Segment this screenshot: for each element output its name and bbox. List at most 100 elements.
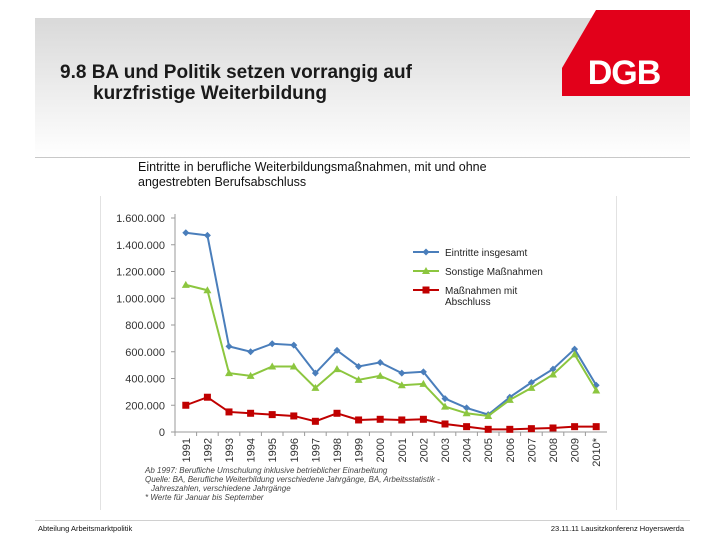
note-line-1: Ab 1997: Berufliche Umschulung inklusive… <box>145 466 388 475</box>
dgb-logo-shape <box>562 10 690 96</box>
data-point-maßnahmen-mit-abschluss <box>182 401 190 409</box>
data-point-maßnahmen-mit-abschluss <box>549 424 557 432</box>
data-point-maßnahmen-mit-abschluss <box>376 415 384 423</box>
data-point-sonstige-maßnahmen <box>549 370 557 378</box>
data-point-eintritte-insgesamt <box>247 348 255 356</box>
series-line-sonstige-maßnahmen <box>185 283 598 417</box>
y-tick-label: 1.000.000 <box>116 293 165 305</box>
chart-notes: Ab 1997: Berufliche Umschulung inklusive… <box>145 466 565 502</box>
data-point-sonstige-maßnahmen <box>419 379 428 387</box>
data-point-maßnahmen-mit-abschluss <box>290 412 298 420</box>
data-point-maßnahmen-mit-abschluss <box>463 423 471 431</box>
footer-event: 23.11.11 Lausitzkonferenz Hoyerswerda <box>550 524 684 533</box>
data-point-maßnahmen-mit-abschluss <box>247 409 255 417</box>
x-tick-label: 2006 <box>505 438 517 462</box>
data-point-eintritte-insgesamt <box>463 404 471 412</box>
footer-department: Abteilung Arbeitsmarktpolitik <box>38 524 133 533</box>
y-tick-label: 1.600.000 <box>116 213 165 225</box>
data-point-eintritte-insgesamt <box>376 358 384 366</box>
slide-title: 9.8 BA und Politik setzen vorrangig auf … <box>60 62 490 104</box>
footer-divider <box>35 520 690 521</box>
x-tick-label: 1993 <box>224 438 236 462</box>
data-point-sonstige-maßnahmen <box>592 386 601 394</box>
note-line-3: Jahreszahlen, verschiedene Jahrgänge <box>151 484 291 493</box>
x-tick-label: 2001 <box>397 438 409 462</box>
data-point-sonstige-maßnahmen <box>246 371 255 379</box>
data-point-maßnahmen-mit-abschluss <box>398 416 406 424</box>
data-point-sonstige-maßnahmen <box>397 381 406 389</box>
data-point-sonstige-maßnahmen <box>268 362 277 370</box>
x-tick-label: 1998 <box>332 438 344 462</box>
chart-frame: 0 200.000 400.000 600.000 800.000 1.000.000 1.… <box>100 196 617 510</box>
x-tick-label: 2009 <box>570 438 582 462</box>
legend-label-continued: Abschluss <box>445 297 491 308</box>
data-point-eintritte-insgesamt <box>225 342 233 350</box>
x-tick-label: 2007 <box>526 438 538 462</box>
data-point-eintritte-insgesamt <box>182 229 190 237</box>
y-tick-label: 1.200.000 <box>116 267 165 279</box>
data-point-sonstige-maßnahmen <box>289 362 298 370</box>
legend-swatch-marker <box>422 248 430 256</box>
data-point-maßnahmen-mit-abschluss <box>592 423 600 431</box>
x-tick-label: 1999 <box>354 438 366 462</box>
x-tick-label: 1991 <box>181 438 193 462</box>
chart-caption-rest: , mit und ohne angestrebten Berufsabschl… <box>138 160 487 189</box>
x-tick-label: 1995 <box>267 438 279 462</box>
data-point-eintritte-insgesamt <box>549 365 557 373</box>
data-point-sonstige-maßnahmen <box>225 369 233 377</box>
legend-label: Eintritte insgesamt <box>445 248 527 259</box>
x-tick-label: 2008 <box>548 438 560 462</box>
data-point-sonstige-maßnahmen <box>311 383 320 391</box>
data-point-maßnahmen-mit-abschluss <box>355 416 363 424</box>
chart-caption: Eintritte in berufliche Weiterbildungsma… <box>138 160 558 190</box>
y-tick-label: 800.000 <box>125 320 165 332</box>
data-point-sonstige-maßnahmen <box>462 409 471 417</box>
x-tick-label: 2010* <box>591 437 603 466</box>
legend-label: Sonstige Maßnahmen <box>445 267 543 278</box>
dgb-logo: DGB <box>562 10 690 96</box>
data-point-maßnahmen-mit-abschluss <box>527 425 535 433</box>
y-tick-label: 400.000 <box>125 374 165 386</box>
data-point-eintritte-insgesamt <box>419 368 427 376</box>
chart-caption-main: Eintritte in berufliche Weiterbildungsma… <box>138 160 408 174</box>
note-line-4: * Werte für Januar bis September <box>145 493 264 502</box>
x-tick-label: 2004 <box>462 438 474 462</box>
x-tick-label: 1997 <box>310 438 322 462</box>
data-point-maßnahmen-mit-abschluss <box>333 409 341 417</box>
data-point-eintritte-insgesamt <box>441 395 449 403</box>
data-point-maßnahmen-mit-abschluss <box>311 417 319 425</box>
slide-title-line-1: 9.8 BA und Politik setzen vorrangig auf <box>60 62 412 83</box>
data-point-sonstige-maßnahmen <box>354 375 363 383</box>
data-point-maßnahmen-mit-abschluss <box>484 425 492 433</box>
data-point-sonstige-maßnahmen <box>441 402 449 410</box>
data-point-eintritte-insgesamt <box>268 340 276 348</box>
x-tick-label: 2000 <box>375 438 387 462</box>
data-point-maßnahmen-mit-abschluss <box>441 420 449 428</box>
data-point-eintritte-insgesamt <box>527 379 535 387</box>
line-chart: 0 200.000 400.000 600.000 800.000 1.000.000 1.… <box>116 213 607 467</box>
data-point-eintritte-insgesamt <box>333 346 341 354</box>
data-point-eintritte-insgesamt <box>571 345 579 353</box>
data-point-sonstige-maßnahmen <box>376 371 385 379</box>
series-line-eintritte-insgesamt <box>185 231 598 416</box>
x-tick-label: 2002 <box>418 438 430 462</box>
series-line-maßnahmen-mit-abschluss <box>185 396 597 431</box>
x-tick-label: 1994 <box>246 438 258 462</box>
y-tick-label: 1.400.000 <box>116 240 165 252</box>
data-point-eintritte-insgesamt <box>398 369 406 377</box>
legend-label: Maßnahmen mit <box>445 286 517 297</box>
dgb-logo-text: DGB <box>588 54 661 92</box>
note-line-2: Quelle: BA, Berufliche Weiterbildung ver… <box>145 475 440 484</box>
data-point-eintritte-insgesamt <box>290 341 298 349</box>
data-point-sonstige-maßnahmen <box>333 365 341 373</box>
data-point-eintritte-insgesamt <box>311 369 319 377</box>
y-tick-label: 600.000 <box>125 347 165 359</box>
legend-swatch-marker <box>422 267 430 274</box>
data-point-maßnahmen-mit-abschluss <box>203 393 211 401</box>
data-point-sonstige-maßnahmen <box>203 286 212 294</box>
data-point-eintritte-insgesamt <box>355 362 363 370</box>
header-divider <box>35 157 690 158</box>
data-point-sonstige-maßnahmen <box>181 280 190 288</box>
x-tick-label: 2005 <box>483 438 495 462</box>
data-point-maßnahmen-mit-abschluss <box>506 425 514 433</box>
